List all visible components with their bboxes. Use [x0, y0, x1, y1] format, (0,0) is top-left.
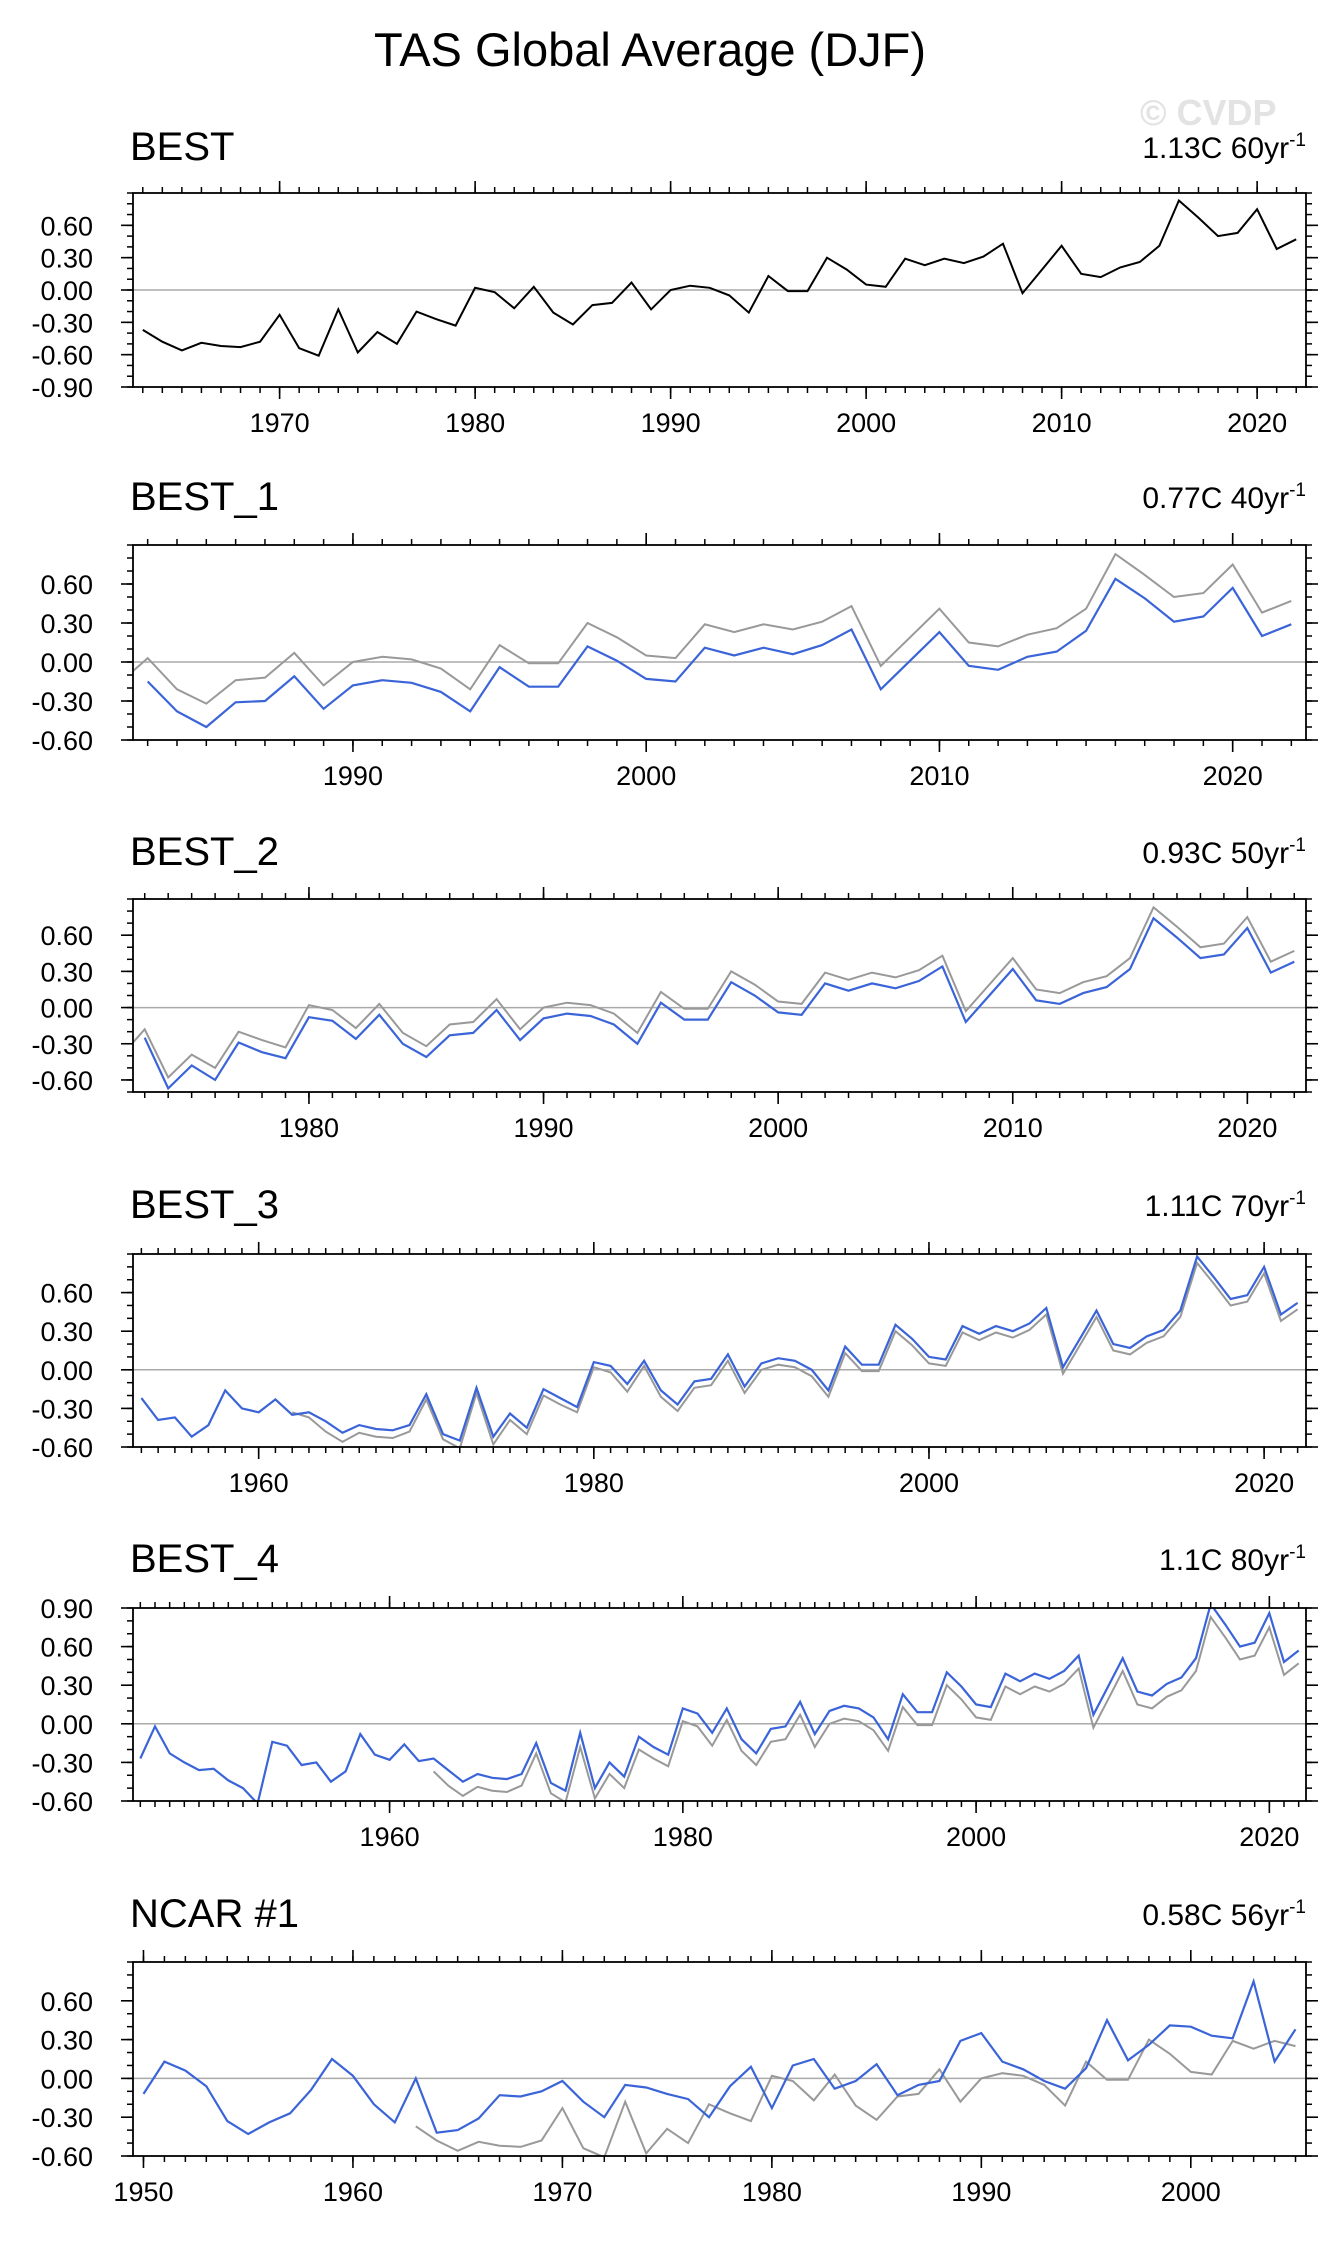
plot-frame	[132, 898, 1307, 1093]
y-tick-label: -0.90	[31, 373, 93, 403]
plot-frame	[132, 1253, 1307, 1448]
chart-panel: NCAR #1 0.58C 56yr-1 1950 1960 1970 1980 1990 2…	[31, 1892, 1318, 2207]
x-tick-label: 1970	[532, 2177, 592, 2207]
y-tick-label: -0.60	[31, 726, 93, 756]
x-tick-label: 1960	[229, 1468, 289, 1498]
trend-annotation: 1.11C 70yr-1	[1145, 1188, 1306, 1223]
trend-annotation: 0.58C 56yr-1	[1142, 1897, 1306, 1932]
x-tick-label: 2010	[909, 761, 969, 791]
panel-title: NCAR #1	[130, 1892, 299, 1936]
y-tick-label: -0.30	[31, 2103, 93, 2133]
x-tick-label: 2000	[616, 761, 676, 791]
y-tick-label: 0.60	[40, 1987, 93, 2017]
x-tick-label: 1990	[641, 408, 701, 438]
y-tick-label: -0.30	[31, 1030, 93, 1060]
x-tick-label: 2000	[748, 1113, 808, 1143]
chart-panel: BEST 1.13C 60yr-1 1970 1980 1990 2000 2010 2020…	[31, 125, 1318, 438]
x-tick-label: 2020	[1227, 408, 1287, 438]
y-tick-label: -0.60	[31, 1066, 93, 1096]
y-tick-label: 0.00	[40, 648, 93, 678]
y-tick-label: 0.00	[40, 276, 93, 306]
plot-frame	[132, 544, 1307, 741]
x-tick-label: 1960	[323, 2177, 383, 2207]
y-tick-label: 0.30	[40, 2026, 93, 2056]
y-tick-label: 0.30	[40, 1317, 93, 1347]
x-tick-label: 2000	[899, 1468, 959, 1498]
trend-annotation: 1.1C 80yr-1	[1159, 1542, 1306, 1577]
series-line-comparison	[432, 1614, 1300, 1801]
trend-annotation: 1.13C 60yr-1	[1142, 130, 1306, 165]
x-tick-label: 2020	[1239, 1822, 1299, 1852]
series-line-comparison	[415, 2038, 1296, 2156]
x-tick-label: 1980	[742, 2177, 802, 2207]
panel-title: BEST_2	[130, 830, 279, 874]
cvdp-watermark: © CVDP	[1140, 92, 1277, 133]
x-tick-label: 1960	[360, 1822, 420, 1852]
x-tick-label: 1980	[653, 1822, 713, 1852]
series-line-model	[140, 1254, 1299, 1443]
y-tick-label: -0.30	[31, 1748, 93, 1778]
chart-panel: BEST_1 0.77C 40yr-1 1990 2000 2010 2020 -0.60 -…	[31, 475, 1318, 791]
y-tick-label: 0.30	[40, 244, 93, 274]
y-tick-label: 0.00	[40, 2064, 93, 2094]
y-tick-label: 0.30	[40, 1671, 93, 1701]
x-tick-label: 1950	[113, 2177, 173, 2207]
x-tick-label: 1990	[323, 761, 383, 791]
y-tick-label: -0.30	[31, 1394, 93, 1424]
x-tick-label: 1990	[514, 1113, 574, 1143]
series-line-model	[142, 1977, 1297, 2136]
x-tick-label: 1970	[250, 408, 310, 438]
y-tick-label: 0.60	[40, 1633, 93, 1663]
x-tick-label: 2000	[1161, 2177, 1221, 2207]
plot-frame	[132, 1961, 1307, 2157]
y-tick-label: 0.60	[40, 570, 93, 600]
x-tick-label: 2020	[1234, 1468, 1294, 1498]
y-tick-label: 0.60	[40, 1279, 93, 1309]
y-tick-label: 0.60	[40, 211, 93, 241]
panel-title: BEST_3	[130, 1183, 279, 1227]
y-tick-label: -0.60	[31, 1433, 93, 1463]
plot-frame	[132, 1607, 1307, 1802]
y-tick-label: -0.60	[31, 1787, 93, 1817]
plot-frame	[132, 192, 1307, 388]
y-tick-label: -0.30	[31, 687, 93, 717]
x-tick-label: 2010	[1032, 408, 1092, 438]
x-tick-label: 2020	[1217, 1113, 1277, 1143]
series-line-comparison	[291, 1260, 1299, 1447]
y-tick-label: 0.00	[40, 1710, 93, 1740]
series-line-comparison	[133, 905, 1295, 1080]
page-title: TAS Global Average (DJF)	[373, 23, 927, 76]
y-tick-label: 0.30	[40, 609, 93, 639]
x-tick-label: 2020	[1203, 761, 1263, 791]
series-line-model	[146, 577, 1292, 729]
series-line-observed	[142, 198, 1297, 357]
x-tick-label: 1980	[279, 1113, 339, 1143]
y-tick-label: 0.00	[40, 1356, 93, 1386]
panel-title: BEST	[130, 125, 234, 169]
y-tick-label: 0.00	[40, 994, 93, 1024]
y-tick-label: 0.60	[40, 921, 93, 951]
y-tick-label: 0.30	[40, 957, 93, 987]
trend-annotation: 0.93C 50yr-1	[1142, 835, 1306, 870]
x-tick-label: 2000	[836, 408, 896, 438]
x-tick-label: 2010	[983, 1113, 1043, 1143]
series-line-comparison	[133, 552, 1292, 705]
chart-panel: BEST_3 1.11C 70yr-1 1960 1980 2000 2020 -0.60 -…	[31, 1183, 1318, 1498]
y-tick-label: -0.60	[31, 2142, 93, 2172]
x-tick-label: 2000	[946, 1822, 1006, 1852]
series-line-model	[139, 1608, 1300, 1801]
panel-title: BEST_4	[130, 1537, 279, 1581]
chart-panel: BEST_2 0.93C 50yr-1 1980 1990 2000 2010 2020 -0…	[31, 830, 1318, 1143]
y-tick-label: 0.90	[40, 1594, 93, 1624]
series-line-model	[143, 916, 1295, 1091]
y-tick-label: -0.60	[31, 341, 93, 371]
chart-panel: BEST_4 1.1C 80yr-1 1960 1980 2000 2020 -0.60 -0…	[31, 1537, 1318, 1852]
y-tick-label: -0.30	[31, 308, 93, 338]
x-tick-label: 1990	[951, 2177, 1011, 2207]
x-tick-label: 1980	[564, 1468, 624, 1498]
x-tick-label: 1980	[445, 408, 505, 438]
trend-annotation: 0.77C 40yr-1	[1142, 480, 1306, 515]
panel-title: BEST_1	[130, 475, 279, 519]
